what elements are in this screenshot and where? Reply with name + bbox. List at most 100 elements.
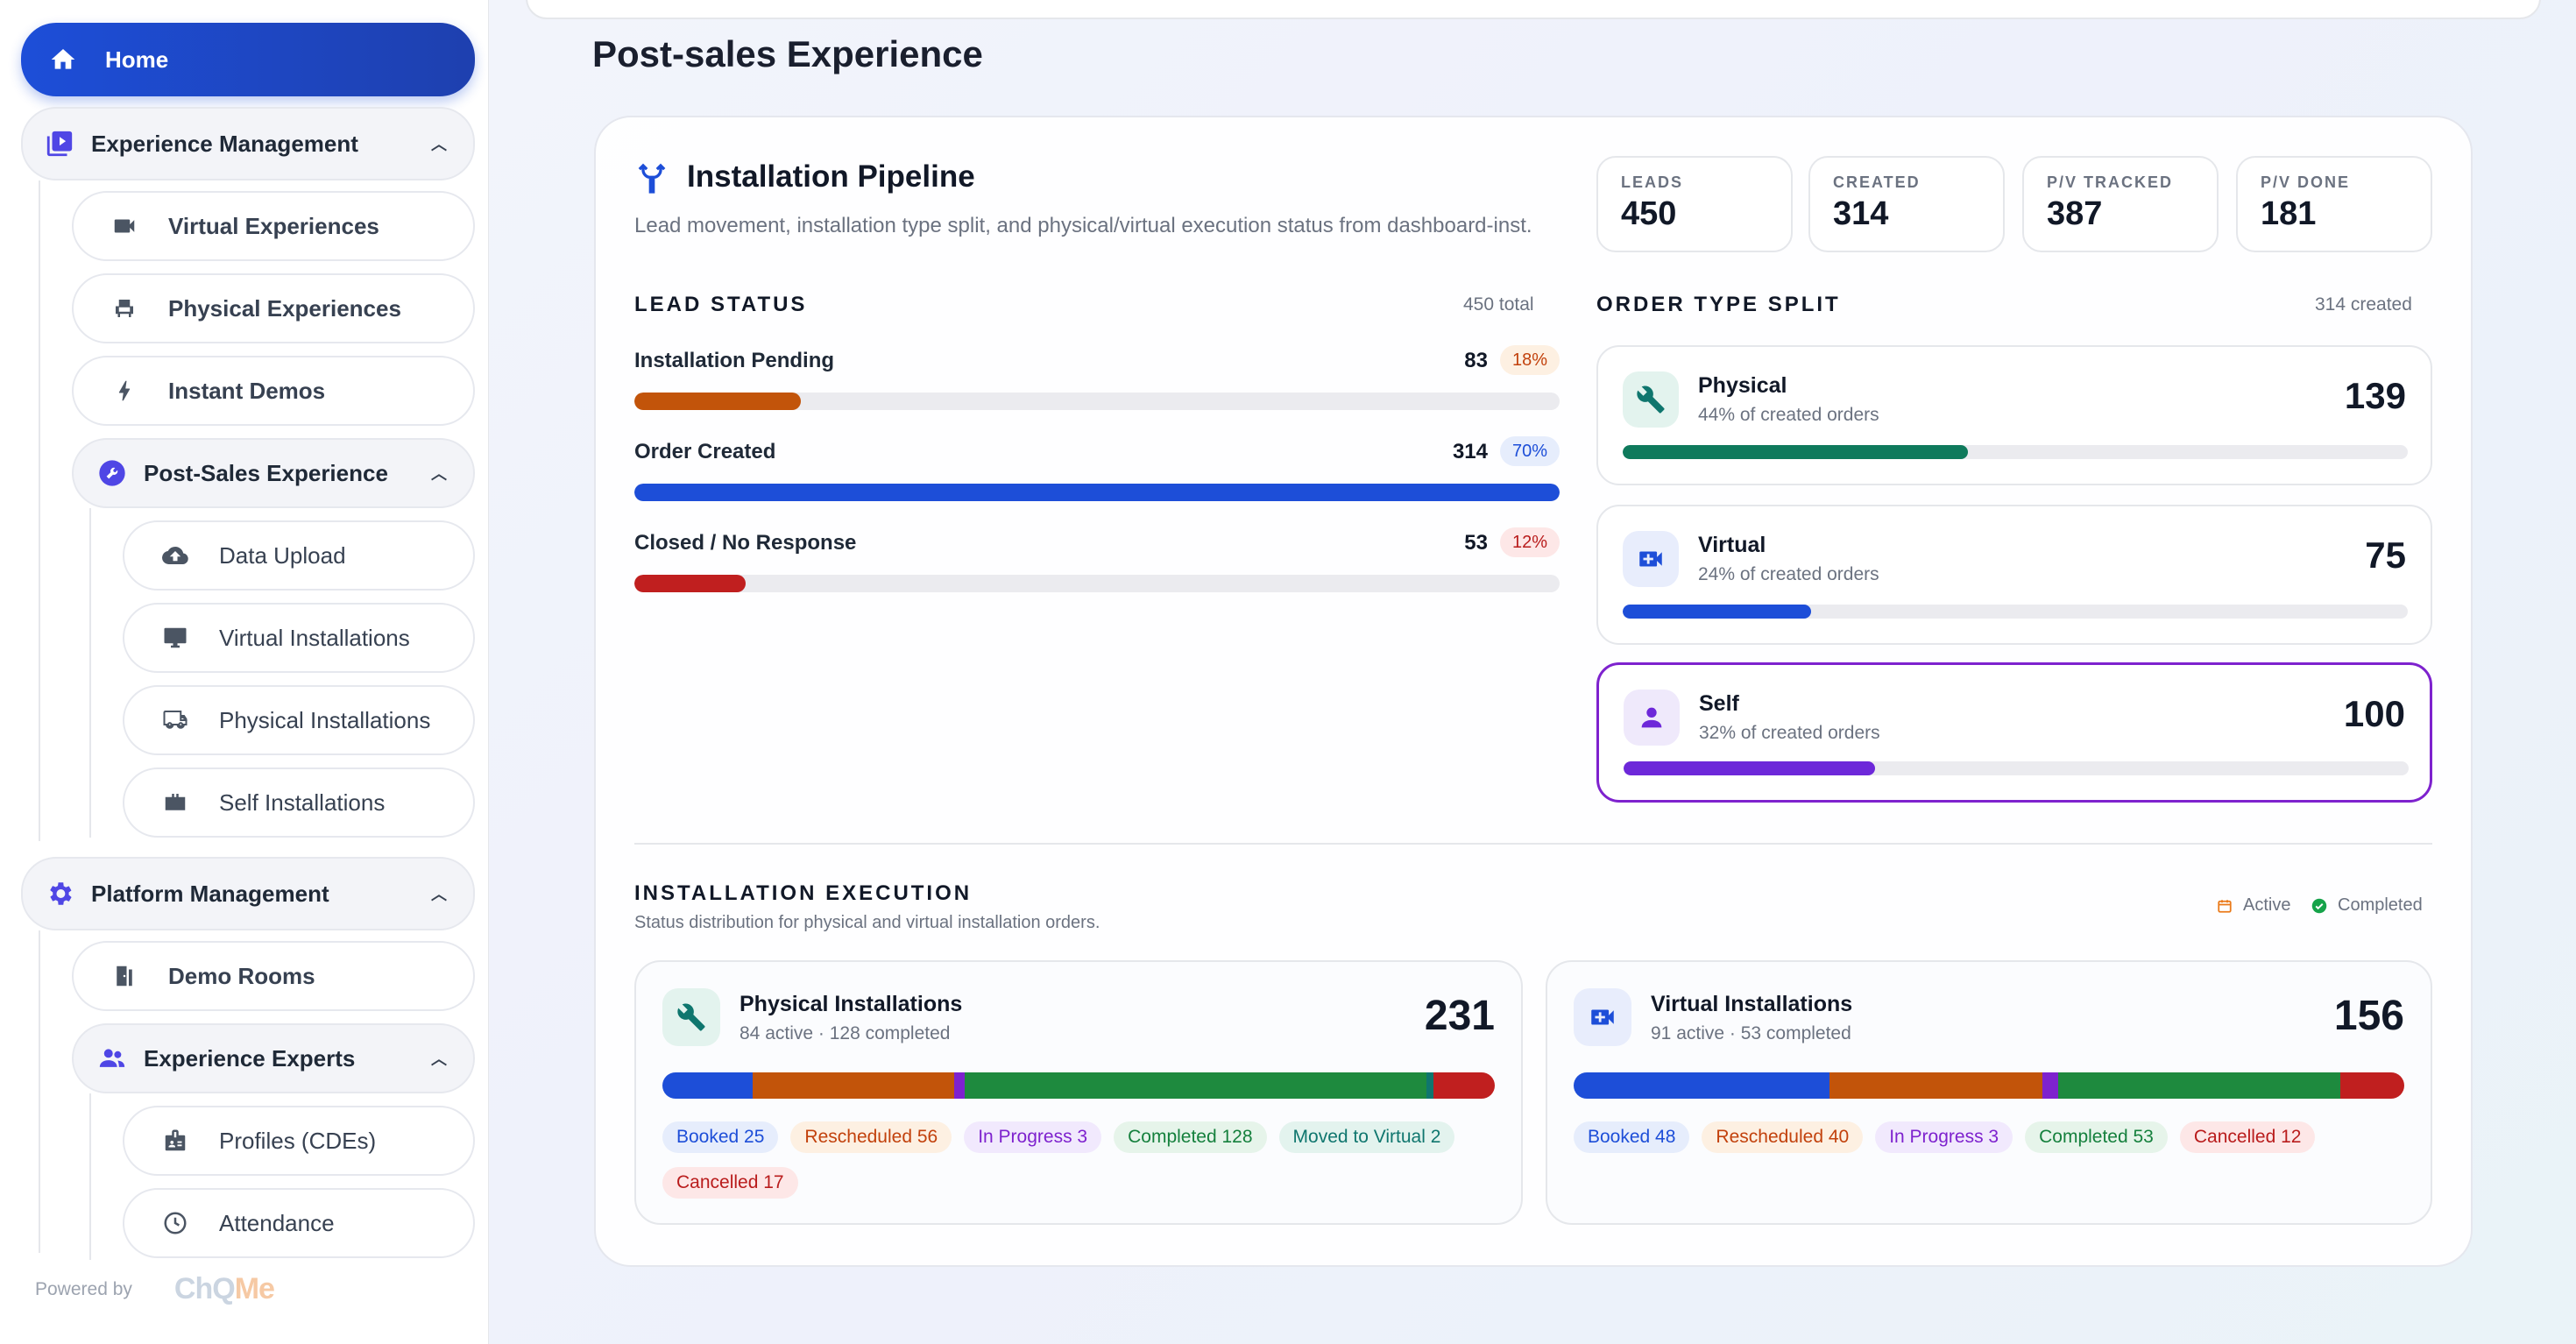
nav-instant-demos-label: Instant Demos — [168, 377, 326, 404]
pipeline-description: Lead movement, installation type split, … — [634, 214, 1532, 237]
video-call-icon — [1623, 531, 1679, 587]
people-icon — [96, 1043, 128, 1074]
stat-pv-done: P/V DONE 181 — [2236, 156, 2432, 252]
nav-home[interactable]: Home — [21, 23, 475, 96]
stat-value: 387 — [2047, 195, 2103, 232]
tree-line — [39, 930, 40, 1253]
order-type-value: 100 — [2343, 693, 2405, 734]
brand-logo[interactable]: ChQMe — [174, 1272, 275, 1306]
legend-active-label: Active — [2243, 895, 2291, 915]
section-divider — [634, 843, 2432, 845]
bolt-icon — [109, 375, 140, 407]
top-bar — [526, 0, 2541, 19]
lead-status-total: 450 total — [1463, 294, 1534, 315]
chip-moved-to-virtual[interactable]: Moved to Virtual 2 — [1278, 1121, 1455, 1153]
status-segment — [2057, 1072, 2341, 1099]
status-segment — [752, 1072, 955, 1099]
chip-booked[interactable]: Booked 25 — [662, 1121, 779, 1153]
build-circle-icon — [96, 457, 128, 489]
nav-physical-installations-label: Physical Installations — [219, 706, 431, 733]
nav-experience-management[interactable]: Experience Management ︿ — [21, 107, 475, 180]
nav-demo-rooms-label: Demo Rooms — [168, 962, 315, 989]
chevron-up-icon[interactable]: ︿ — [431, 465, 447, 483]
stat-pv-tracked: P/V TRACKED 387 — [2022, 156, 2219, 252]
nav-home-label: Home — [105, 46, 169, 73]
exec-title: Virtual Installations — [1651, 992, 1853, 1016]
chip-completed[interactable]: Completed 53 — [2025, 1121, 2168, 1153]
order-type-physical[interactable]: Physical 44% of created orders 139 — [1596, 345, 2432, 485]
status-segment — [1426, 1072, 1434, 1099]
execution-description: Status distribution for physical and vir… — [634, 913, 1100, 932]
nav-physical-experiences[interactable]: Physical Experiences — [72, 273, 475, 343]
person-icon — [1624, 690, 1680, 746]
status-segment — [1433, 1072, 1495, 1099]
nav-profiles[interactable]: Profiles (CDEs) — [123, 1106, 475, 1176]
stat-label: LEADS — [1621, 173, 1684, 191]
nav-virtual-installations[interactable]: Virtual Installations — [123, 603, 475, 673]
clock-icon — [159, 1207, 191, 1239]
chip-rescheduled[interactable]: Rescheduled 40 — [1702, 1121, 1864, 1153]
chip-rescheduled[interactable]: Rescheduled 56 — [790, 1121, 952, 1153]
nav-experience-experts[interactable]: Experience Experts ︿ — [72, 1023, 475, 1093]
chevron-up-icon[interactable]: ︿ — [431, 886, 447, 903]
chip-booked[interactable]: Booked 48 — [1574, 1121, 1690, 1153]
status-segment — [1829, 1072, 2042, 1099]
chip-completed[interactable]: Completed 128 — [1114, 1121, 1267, 1153]
check-circle-icon — [2311, 898, 2327, 914]
chair-icon — [109, 293, 140, 324]
nav-profiles-label: Profiles (CDEs) — [219, 1127, 377, 1154]
chip-in-progress[interactable]: In Progress 3 — [1875, 1121, 2013, 1153]
order-type-fill — [1623, 445, 1969, 459]
pipeline-fork-icon — [634, 161, 669, 201]
lead-row-name: Order Created — [634, 440, 776, 463]
order-type-sub: 32% of created orders — [1699, 723, 1880, 743]
nav-physical-experiences-label: Physical Experiences — [168, 294, 401, 322]
nav-virtual-experiences[interactable]: Virtual Experiences — [72, 191, 475, 261]
order-type-track — [1623, 605, 2408, 619]
order-type-self[interactable]: Self 32% of created orders 100 — [1596, 662, 2432, 803]
nav-attendance[interactable]: Attendance — [123, 1188, 475, 1258]
lead-row-percent: 70% — [1499, 436, 1560, 466]
order-type-heading: ORDER TYPE SPLIT — [1596, 293, 1841, 316]
chevron-up-icon[interactable]: ︿ — [431, 1050, 447, 1068]
nav-physical-installations[interactable]: Physical Installations — [123, 685, 475, 755]
status-chips: Booked 48 Rescheduled 40 In Progress 3 C… — [1574, 1121, 2404, 1153]
stat-value: 314 — [1833, 195, 1889, 232]
door-icon — [109, 960, 140, 992]
virtual-installations-card[interactable]: Virtual Installations 91 active · 53 com… — [1546, 960, 2432, 1225]
nav-self-installations[interactable]: Self Installations — [123, 767, 475, 838]
exec-total: 231 — [1424, 993, 1495, 1039]
toolbox-icon — [159, 787, 191, 818]
nav-instant-demos[interactable]: Instant Demos — [72, 356, 475, 426]
chip-in-progress[interactable]: In Progress 3 — [964, 1121, 1102, 1153]
lead-row-name: Installation Pending — [634, 349, 835, 372]
video-call-icon — [1574, 988, 1631, 1046]
chip-cancelled[interactable]: Cancelled 12 — [2179, 1121, 2316, 1153]
lead-row-count: 314 — [1452, 440, 1488, 463]
lead-progress-fill — [634, 484, 1560, 501]
nav-attendance-label: Attendance — [219, 1209, 335, 1236]
nav-post-sales-experience[interactable]: Post-Sales Experience ︿ — [72, 438, 475, 508]
order-type-track — [1623, 445, 2408, 459]
nav-post-sales-experience-label: Post-Sales Experience — [144, 459, 388, 486]
gear-icon — [44, 878, 75, 909]
exec-sub: 84 active · 128 completed — [740, 1023, 951, 1043]
stat-value: 450 — [1621, 195, 1677, 232]
nav-data-upload[interactable]: Data Upload — [123, 520, 475, 591]
status-stacked-bar — [1574, 1072, 2404, 1099]
order-type-name: Virtual — [1698, 533, 1766, 557]
wrench-icon — [662, 988, 720, 1046]
order-type-virtual[interactable]: Virtual 24% of created orders 75 — [1596, 505, 2432, 645]
chevron-up-icon[interactable]: ︿ — [431, 136, 447, 153]
stat-created: CREATED 314 — [1808, 156, 2005, 252]
physical-installations-card[interactable]: Physical Installations 84 active · 128 c… — [634, 960, 1523, 1225]
truck-icon — [159, 704, 191, 736]
nav-demo-rooms[interactable]: Demo Rooms — [72, 941, 475, 1011]
status-segment — [2340, 1072, 2404, 1099]
stat-leads: LEADS 450 — [1596, 156, 1793, 252]
status-chips: Booked 25 Rescheduled 56 In Progress 3 C… — [662, 1121, 1495, 1199]
status-segment — [965, 1072, 1426, 1099]
nav-platform-management[interactable]: Platform Management ︿ — [21, 857, 475, 930]
lead-row-count: 83 — [1464, 349, 1488, 372]
chip-cancelled[interactable]: Cancelled 17 — [662, 1167, 798, 1199]
